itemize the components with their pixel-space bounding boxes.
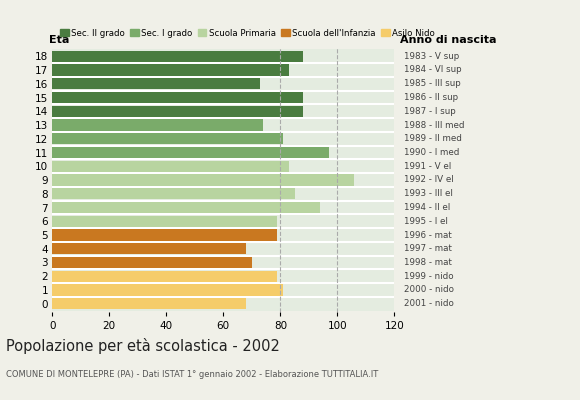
- Bar: [52, 284, 283, 296]
- Text: 2000 - nido: 2000 - nido: [404, 286, 454, 294]
- Text: 1986 - II sup: 1986 - II sup: [404, 93, 458, 102]
- Bar: [52, 49, 394, 63]
- Bar: [52, 229, 277, 241]
- Bar: [52, 106, 303, 117]
- Text: 1989 - II med: 1989 - II med: [404, 134, 462, 143]
- Bar: [52, 257, 252, 268]
- Bar: [52, 91, 394, 104]
- Text: 1992 - IV el: 1992 - IV el: [404, 176, 454, 184]
- Bar: [52, 202, 320, 213]
- Bar: [52, 283, 394, 297]
- Text: 1988 - III med: 1988 - III med: [404, 120, 464, 130]
- Bar: [52, 243, 246, 254]
- Bar: [52, 216, 277, 227]
- Text: 1985 - III sup: 1985 - III sup: [404, 79, 461, 88]
- Text: 1997 - mat: 1997 - mat: [404, 244, 452, 253]
- Bar: [52, 132, 394, 146]
- Bar: [52, 133, 283, 144]
- Bar: [52, 214, 394, 228]
- Text: 1999 - nido: 1999 - nido: [404, 272, 454, 281]
- Text: 1994 - II el: 1994 - II el: [404, 203, 450, 212]
- Text: 1998 - mat: 1998 - mat: [404, 258, 452, 267]
- Text: Età: Età: [49, 35, 69, 45]
- Legend: Sec. II grado, Sec. I grado, Scuola Primaria, Scuola dell'Infanzia, Asilo Nido: Sec. II grado, Sec. I grado, Scuola Prim…: [56, 25, 438, 41]
- Bar: [52, 188, 295, 199]
- Bar: [52, 187, 394, 201]
- Bar: [52, 104, 394, 118]
- Bar: [52, 147, 329, 158]
- Bar: [52, 161, 289, 172]
- Bar: [52, 159, 394, 173]
- Bar: [52, 77, 394, 91]
- Bar: [52, 201, 394, 214]
- Text: 1993 - III el: 1993 - III el: [404, 189, 452, 198]
- Bar: [52, 297, 394, 311]
- Text: Popolazione per età scolastica - 2002: Popolazione per età scolastica - 2002: [6, 338, 280, 354]
- Bar: [52, 174, 354, 186]
- Bar: [52, 256, 394, 269]
- Text: COMUNE DI MONTELEPRE (PA) - Dati ISTAT 1° gennaio 2002 - Elaborazione TUTTITALIA: COMUNE DI MONTELEPRE (PA) - Dati ISTAT 1…: [6, 370, 378, 379]
- Bar: [52, 173, 394, 187]
- Bar: [52, 228, 394, 242]
- Bar: [52, 78, 260, 89]
- Text: 1996 - mat: 1996 - mat: [404, 230, 451, 240]
- Bar: [52, 269, 394, 283]
- Text: 1984 - VI sup: 1984 - VI sup: [404, 66, 461, 74]
- Text: 1983 - V sup: 1983 - V sup: [404, 52, 459, 61]
- Text: 2001 - nido: 2001 - nido: [404, 299, 454, 308]
- Bar: [52, 63, 394, 77]
- Bar: [52, 92, 303, 103]
- Bar: [52, 271, 277, 282]
- Bar: [52, 298, 246, 309]
- Bar: [52, 64, 289, 76]
- Bar: [52, 119, 263, 131]
- Bar: [52, 51, 303, 62]
- Text: 1987 - I sup: 1987 - I sup: [404, 107, 455, 116]
- Bar: [52, 146, 394, 159]
- Bar: [52, 118, 394, 132]
- Text: 1990 - I med: 1990 - I med: [404, 148, 459, 157]
- Text: 1995 - I el: 1995 - I el: [404, 217, 448, 226]
- Text: Anno di nascita: Anno di nascita: [400, 35, 496, 45]
- Text: 1991 - V el: 1991 - V el: [404, 162, 451, 171]
- Bar: [52, 242, 394, 256]
